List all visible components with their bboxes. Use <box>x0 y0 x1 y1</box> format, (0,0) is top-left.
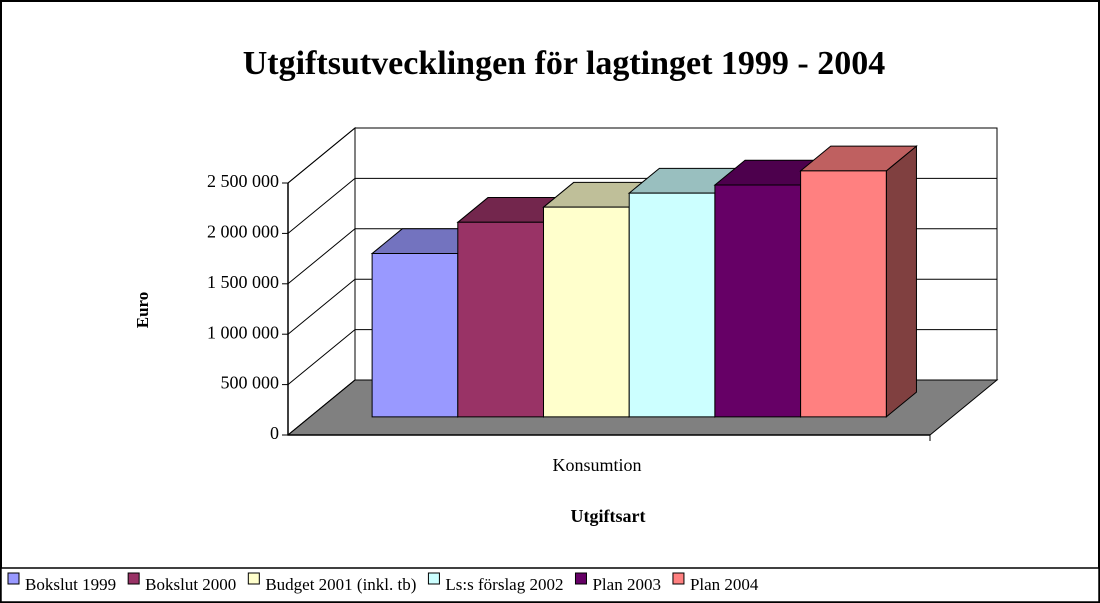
legend-label: Plan 2003 <box>592 575 660 594</box>
grid-line <box>287 127 997 184</box>
bar <box>543 206 630 418</box>
bar <box>628 192 716 418</box>
bar <box>800 170 887 418</box>
y-tick-label: 2 500 000 <box>207 171 279 191</box>
y-axis-label: Euro <box>133 292 152 329</box>
bar <box>714 184 802 418</box>
legend-box <box>0 567 1100 603</box>
legend-label: Budget 2001 (inkl. tb) <box>265 575 416 594</box>
bar <box>457 221 545 418</box>
legend-label: Plan 2004 <box>690 575 759 594</box>
legend-label: Bokslut 2000 <box>145 575 236 594</box>
bar-side <box>885 145 917 418</box>
x-tick-label: Konsumtion <box>552 455 641 475</box>
legend-label: Ls:s förslag 2002 <box>445 575 563 594</box>
y-tick-label: 2 000 000 <box>207 222 279 242</box>
y-tick-label: 500 000 <box>221 373 280 393</box>
y-tick-label: 1 500 000 <box>207 272 279 292</box>
legend-swatch <box>427 572 440 585</box>
legend-swatch <box>247 572 260 585</box>
bar <box>371 253 459 418</box>
x-axis-label: Utgiftsart <box>571 506 646 526</box>
legend-swatch <box>127 572 140 585</box>
legend-swatch <box>574 572 587 585</box>
legend-swatch <box>7 572 20 585</box>
legend-label: Bokslut 1999 <box>25 575 116 594</box>
legend-swatch <box>672 572 685 585</box>
y-tick-label: 0 <box>270 423 279 443</box>
chart-title: Utgiftsutvecklingen för lagtinget 1999 -… <box>243 45 885 82</box>
y-tick-label: 1 000 000 <box>207 322 279 342</box>
